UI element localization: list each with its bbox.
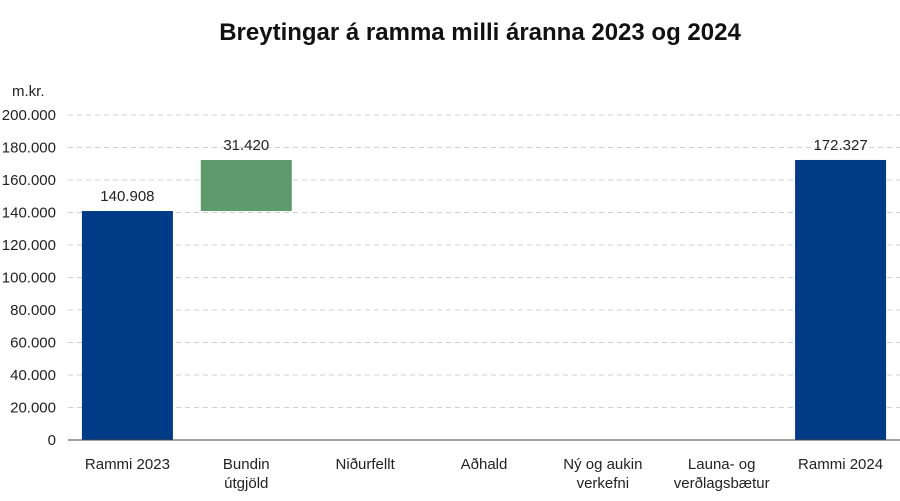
- chart-title: Breytingar á ramma milli áranna 2023 og …: [219, 19, 741, 46]
- y-tick-label: 120.000: [2, 237, 56, 254]
- category-label: útgjöld: [224, 475, 268, 492]
- category-label: Niðurfellt: [336, 456, 396, 473]
- category-label: Launa- og: [688, 456, 756, 473]
- y-tick-labels: 0 20.000 40.000 60.000 80.000 100.000 120.000 1…: [2, 107, 56, 449]
- delta-bar: [200, 159, 292, 212]
- y-tick-label: 40.000: [10, 367, 56, 384]
- data-label: 172.327: [813, 137, 867, 154]
- category-label: Ný og aukin: [563, 456, 642, 473]
- y-tick-label: 0: [48, 432, 56, 449]
- y-tick-label: 140.000: [2, 205, 56, 222]
- category-label: Bundin: [223, 456, 270, 473]
- category-label: verðlagsbætur: [674, 475, 770, 492]
- data-labels: 140.908 31.420 172.327: [100, 137, 867, 205]
- y-tick-label: 180.000: [2, 140, 56, 157]
- y-tick-label: 20.000: [10, 400, 56, 417]
- y-tick-label: 160.000: [2, 172, 56, 189]
- y-axis-unit: m.kr.: [12, 83, 45, 100]
- category-label: verkefni: [577, 475, 630, 492]
- category-label: Aðhald: [461, 456, 508, 473]
- y-tick-label: 200.000: [2, 107, 56, 124]
- y-tick-label: 60.000: [10, 335, 56, 352]
- category-labels: Rammi 2023 Bundin útgjöld Niðurfellt Aðhald N…: [85, 456, 883, 492]
- total-bar: [81, 211, 173, 440]
- bars: [81, 159, 887, 440]
- data-label: 140.908: [100, 188, 154, 205]
- grid-lines: [68, 114, 900, 408]
- total-bar: [795, 159, 887, 440]
- category-label: Rammi 2023: [85, 456, 170, 473]
- y-tick-label: 100.000: [2, 270, 56, 287]
- y-tick-label: 80.000: [10, 302, 56, 319]
- data-label: 31.420: [223, 137, 269, 154]
- category-label: Rammi 2024: [798, 456, 883, 473]
